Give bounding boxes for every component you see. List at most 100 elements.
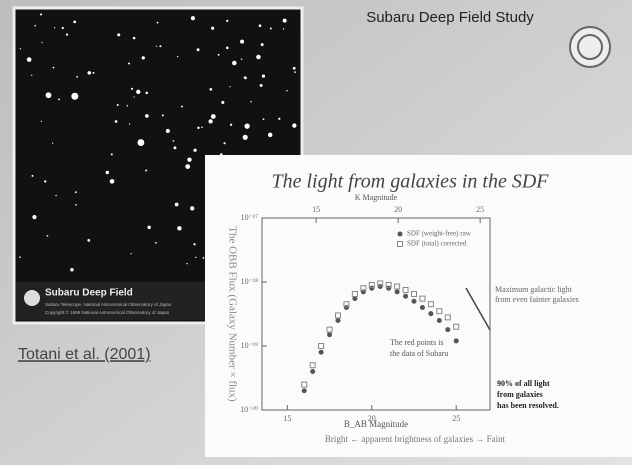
star — [177, 56, 178, 57]
star — [259, 24, 262, 27]
annotation: Maximum galactic light — [495, 285, 573, 294]
star — [111, 153, 113, 155]
star — [286, 90, 287, 91]
star — [19, 256, 21, 258]
caption: Bright ← apparent brightness of galaxies… — [325, 434, 506, 444]
star — [211, 114, 216, 119]
star — [197, 48, 200, 51]
star — [70, 268, 74, 272]
star — [41, 121, 42, 122]
star — [131, 88, 133, 90]
star — [195, 257, 196, 258]
star — [66, 33, 68, 35]
star — [52, 143, 53, 144]
data-point — [327, 332, 332, 337]
data-point — [445, 327, 450, 332]
star — [187, 157, 191, 161]
data-point — [412, 299, 417, 304]
star — [294, 71, 296, 73]
figure-panel — [205, 155, 632, 457]
star — [177, 226, 181, 230]
annotation: the data of Subaru — [390, 349, 448, 358]
star — [54, 27, 55, 28]
data-point — [395, 289, 400, 294]
citation: Totani et al. (2001) — [18, 346, 151, 363]
annotation: 90% of all light — [497, 379, 550, 388]
star — [133, 37, 135, 39]
data-point — [319, 350, 324, 355]
star — [145, 114, 149, 118]
data-point — [403, 294, 408, 299]
star — [230, 124, 232, 126]
star — [128, 62, 130, 64]
y-tick-label: 10⁻¹⁷ — [241, 213, 259, 222]
star — [27, 57, 32, 62]
star — [185, 164, 190, 169]
star — [20, 48, 21, 49]
x2-tick-label: 20 — [394, 205, 402, 214]
star — [211, 27, 214, 30]
star — [250, 101, 251, 102]
data-point — [361, 289, 366, 294]
star — [42, 42, 43, 43]
star — [53, 67, 55, 69]
star — [208, 119, 212, 123]
star — [136, 90, 140, 94]
star — [241, 58, 242, 59]
star — [240, 40, 244, 44]
star — [87, 71, 91, 75]
star — [221, 101, 224, 104]
star — [201, 127, 203, 129]
star — [256, 55, 261, 60]
star — [129, 123, 130, 124]
data-point — [310, 369, 315, 374]
data-point — [378, 284, 383, 289]
data-point — [386, 286, 391, 291]
slide-title: Subaru Deep Field Study — [366, 9, 534, 26]
star — [223, 142, 225, 144]
star — [76, 76, 78, 78]
chart-title: The light from galaxies in the SDF — [271, 171, 549, 193]
x-tick-label: 15 — [283, 414, 291, 423]
star — [115, 120, 118, 123]
star — [142, 56, 145, 59]
star — [244, 76, 245, 77]
star — [173, 140, 175, 142]
star — [229, 86, 230, 87]
annotation: has been resolved. — [497, 401, 559, 410]
star — [75, 204, 77, 206]
star — [58, 98, 60, 100]
star — [40, 13, 42, 15]
star — [75, 191, 77, 193]
star — [73, 20, 76, 23]
star — [47, 235, 49, 237]
star — [193, 243, 195, 245]
slide: Subaru Deep Field Subaru Telescope, Nati… — [0, 0, 632, 465]
star — [157, 22, 159, 24]
star — [145, 170, 147, 172]
legend-label: SDF (total) corrected — [407, 240, 467, 248]
x2-axis-label: K Magnitude — [355, 193, 398, 202]
x-tick-label: 20 — [368, 414, 376, 423]
star — [210, 88, 213, 91]
star — [34, 25, 36, 27]
logo-small — [24, 290, 40, 306]
star — [166, 129, 170, 133]
star — [186, 263, 187, 264]
star — [197, 127, 199, 129]
star — [162, 114, 164, 116]
star — [244, 124, 249, 129]
star — [278, 118, 280, 120]
star — [190, 206, 194, 210]
star — [232, 61, 237, 66]
star — [127, 105, 129, 107]
data-point — [437, 318, 442, 323]
star — [134, 96, 135, 97]
star — [268, 133, 272, 137]
image-credit: Copyright © 1999 National Astronomical O… — [45, 309, 170, 315]
x-axis-label: B_AB Magnitude — [344, 419, 408, 429]
y-tick-label: 10⁻¹⁹ — [241, 341, 259, 350]
star — [174, 146, 177, 149]
star — [87, 239, 90, 242]
star — [159, 45, 161, 47]
